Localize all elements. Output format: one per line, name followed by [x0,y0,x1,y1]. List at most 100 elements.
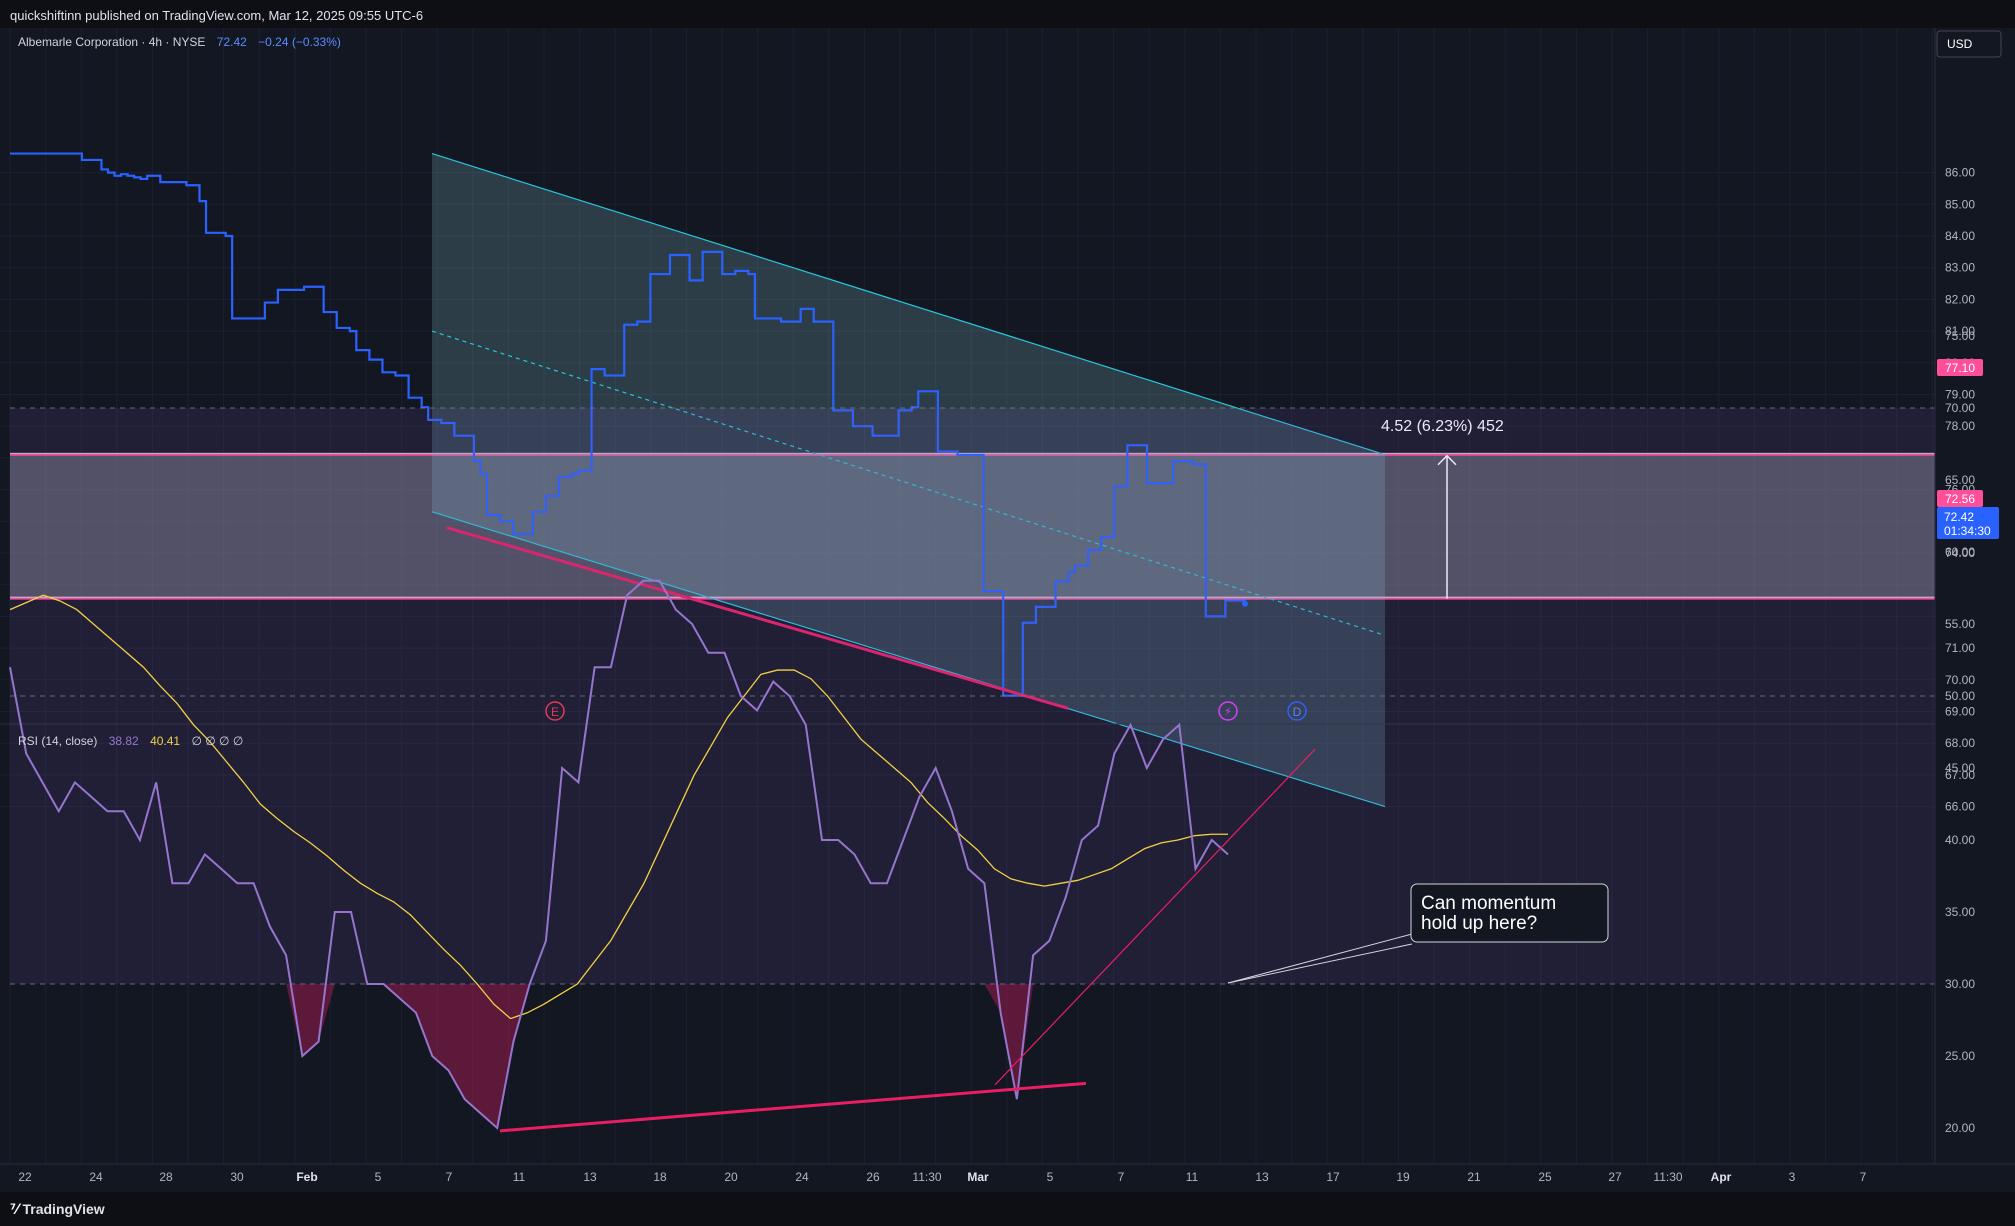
rsi-legend[interactable]: RSI (14, close) 38.82 40.41 ∅ ∅ ∅ ∅ [18,734,243,748]
rsi-axis-tick: 55.00 [1945,617,1975,631]
price-axis[interactable]: 86.0085.0084.0083.0082.0081.0080.0079.00… [1945,166,1975,814]
time-axis-tick: 11 [1186,1170,1199,1184]
last-price-text: 72.42 [1944,510,1974,524]
chart-background [0,28,2015,1192]
price-axis-tick: 85.00 [1945,197,1975,211]
price-axis-tick: 66.00 [1945,800,1975,814]
tradingview-logo[interactable]: ⁷⁄ TradingView [10,1201,105,1218]
publish-header: quickshiftinn published on TradingView.c… [0,0,2015,28]
parallel-channel[interactable] [431,153,1386,808]
time-axis-tick: Mar [967,1170,989,1184]
rsi-line [9,579,1229,1130]
earnings-marker[interactable]: E [545,701,565,721]
time-axis-tick: 30 [230,1170,244,1184]
time-axis-tick: 21 [1467,1170,1481,1184]
price-axis-tick: 68.00 [1945,736,1975,750]
rsi-axis-tick: 70.00 [1945,401,1975,415]
rsi-axis[interactable]: 75.00 70.00 65.00 60.00 55.00 50.00 45.00 40.00… [1945,329,1975,1135]
time-axis-tick: 3 [1789,1170,1796,1184]
rsi-legend-extras: ∅ ∅ ∅ ∅ [191,734,243,748]
symbol-legend-price: 72.42 [217,35,247,49]
price-support-trendline[interactable] [446,526,1069,710]
annotation-line-1: Can momentum [1421,893,1556,914]
measure-arrow-head [1437,454,1457,466]
rsi-level-lines [10,407,1935,985]
time-axis-tick: 26 [866,1170,880,1184]
tradingview-logo-icon: ⁷⁄ [10,1202,19,1218]
channel-upper-line [431,153,1386,456]
price-chart[interactable]: 4.52 (6.23%) 452 E ⚡ D Can momentum hold… [0,0,2015,1192]
symbol-legend-name: Albemarle Corporation · 4h · NYSE [18,35,205,49]
rsi-axis-tick: 50.00 [1945,689,1975,703]
price-axis-background [1935,28,2015,1192]
last-price-label: 72.42 01:34:30 [1937,507,1999,539]
symbol-legend-change: −0.24 (−0.33%) [258,35,341,49]
price-axis-tick: 67.00 [1945,768,1975,782]
rsi-rising-trendline[interactable] [994,748,1316,1086]
rsi-legend-ma-value: 40.41 [150,734,180,748]
price-axis-tick: 69.00 [1945,705,1975,719]
price-axis-tick: 79.00 [1945,388,1975,402]
rsi-oversold-fill [286,984,1034,1128]
grid-lines [0,28,1935,1164]
footer: ⁷⁄ TradingView [0,1192,2015,1226]
time-axis-tick: 18 [653,1170,667,1184]
rsi-axis-tick: 45.00 [1945,761,1975,775]
time-axis-tick: 27 [1608,1170,1622,1184]
symbol-legend[interactable]: Albemarle Corporation · 4h · NYSE 72.42 … [18,35,341,49]
currency-button-label: USD [1947,37,1973,51]
measure-label: 4.52 (6.23%) 452 [1381,418,1504,435]
price-axis-tick: 78.00 [1945,419,1975,433]
split-marker[interactable]: ⚡ [1218,701,1238,721]
time-axis-tick: 28 [159,1170,173,1184]
last-price-dot [1242,600,1248,607]
price-axis-tick: 70.00 [1945,673,1975,687]
time-axis-tick: Apr [1711,1170,1732,1184]
channel-median-line [431,330,1383,636]
price-axis-tick: 83.00 [1945,261,1975,275]
upper-zone-price-label: 77.10 [1937,359,1983,376]
time-axis-tick: 5 [1047,1170,1054,1184]
annotation-box [1410,883,1609,943]
time-axis-tick: 17 [1326,1170,1340,1184]
split-marker-label: ⚡ [1224,705,1232,718]
price-axis-tick: 74.00 [1945,546,1975,560]
time-axis-tick: 7 [446,1170,453,1184]
channel-lower-line [431,511,1386,808]
rsi-axis-tick: 60.00 [1945,545,1975,559]
dividend-marker[interactable]: D [1287,701,1307,721]
price-range-measure[interactable] [1437,454,1457,599]
rsi-axis-tick: 30.00 [1945,977,1975,991]
currency-button[interactable]: USD [1936,30,2002,58]
time-axis-tick: 13 [583,1170,597,1184]
price-series-line [10,152,1247,697]
time-axis[interactable]: 22 24 28 30 Feb 5 7 11 13 18 20 24 26 11:30 Mar 5 7 11 13 1… [18,1170,1866,1184]
rsi-axis-tick: 65.00 [1945,473,1975,487]
time-axis-tick: 7 [1860,1170,1867,1184]
rsi-axis-tick: 35.00 [1945,905,1975,919]
price-axis-tick: 71.00 [1945,641,1975,655]
channel-fill [432,153,1385,807]
time-axis-tick: 22 [18,1170,32,1184]
rsi-legend-title: RSI (14, close) [18,734,97,748]
time-axis-tick: 24 [89,1170,103,1184]
bar-countdown-text: 01:34:30 [1944,524,1991,538]
time-axis-tick: 11:30 [1653,1170,1682,1184]
published-text: quickshiftinn published on TradingView.c… [10,8,424,23]
upper-zone-price-text: 77.10 [1945,361,1975,375]
annotation-callout[interactable]: Can momentum hold up here? [1227,883,1609,984]
price-zone[interactable] [10,452,1935,600]
time-axis-tick: 11:30 [912,1170,941,1184]
time-axis-tick: 24 [795,1170,809,1184]
rsi-bottom-trendline[interactable] [499,1081,1087,1133]
time-axis-tick: 25 [1538,1170,1552,1184]
time-axis-tick: Feb [296,1170,317,1184]
rsi-axis-tick: 40.00 [1945,833,1975,847]
dividend-marker-label: D [1293,705,1302,719]
price-axis-tick: 81.00 [1945,324,1975,338]
price-axis-tick: 82.00 [1945,292,1975,306]
lower-zone-price-text: 72.56 [1945,492,1975,506]
time-axis-tick: 19 [1396,1170,1410,1184]
price-axis-tick: 86.00 [1945,166,1975,180]
time-axis-tick: 20 [724,1170,738,1184]
